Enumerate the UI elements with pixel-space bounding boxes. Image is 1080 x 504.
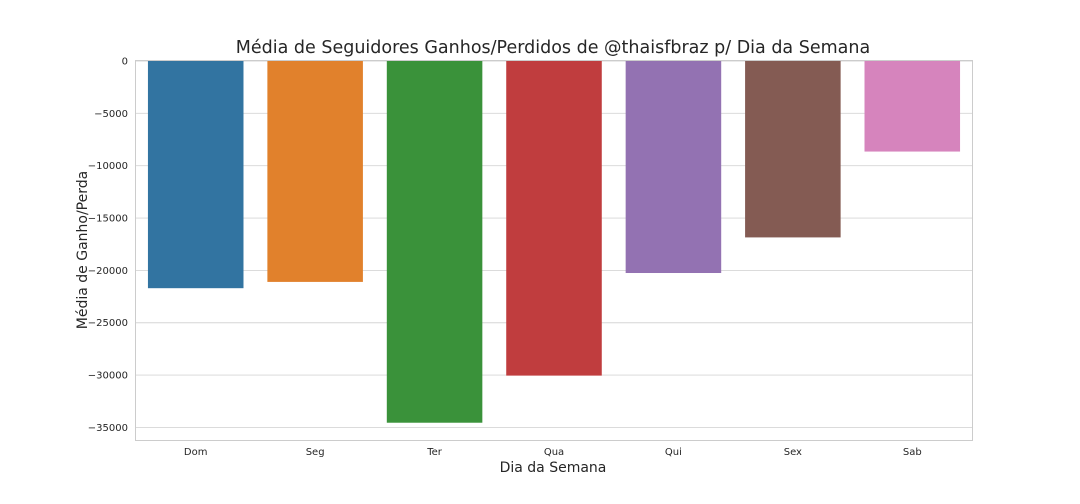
x-tick-label: Dom: [184, 447, 208, 458]
y-tick-label: −5000: [94, 109, 128, 120]
y-tick-labels: 0 −5000 −10000 −15000 −20000 −25000 −30000 −350…: [88, 57, 128, 434]
chart-title: Média de Seguidores Ganhos/Perdidos de @…: [236, 38, 870, 58]
y-tick-label: −35000: [88, 423, 128, 434]
bar-qui: [625, 61, 722, 274]
bars: [147, 61, 961, 423]
x-tick-label: Sex: [784, 447, 802, 458]
x-axis-label: Dia da Semana: [500, 460, 607, 476]
bar-sex: [745, 61, 841, 238]
bar-qua: [506, 61, 602, 376]
x-tick-label: Qua: [544, 447, 564, 458]
y-axis-label: Média de Ganho/Perda: [75, 171, 91, 329]
y-tick-label: −15000: [88, 214, 128, 225]
x-tick-label: Ter: [426, 447, 443, 458]
y-tick-label: −30000: [88, 371, 128, 382]
x-tick-labels: Dom Seg Ter Qua Qui Sex Sab: [184, 447, 922, 458]
bar-ter: [386, 61, 483, 423]
plot-frame: [135, 60, 973, 441]
x-tick-label: Seg: [306, 447, 325, 458]
x-tick-label: Sab: [903, 447, 922, 458]
bar-sab: [864, 61, 961, 152]
y-tick-label: −20000: [88, 266, 128, 277]
bar-dom: [147, 61, 244, 289]
bar-seg: [267, 61, 363, 282]
y-tick-label: −25000: [88, 318, 128, 329]
y-tick-label: 0: [122, 57, 128, 68]
y-tick-label: −10000: [88, 161, 128, 172]
x-tick-label: Qui: [665, 447, 682, 458]
